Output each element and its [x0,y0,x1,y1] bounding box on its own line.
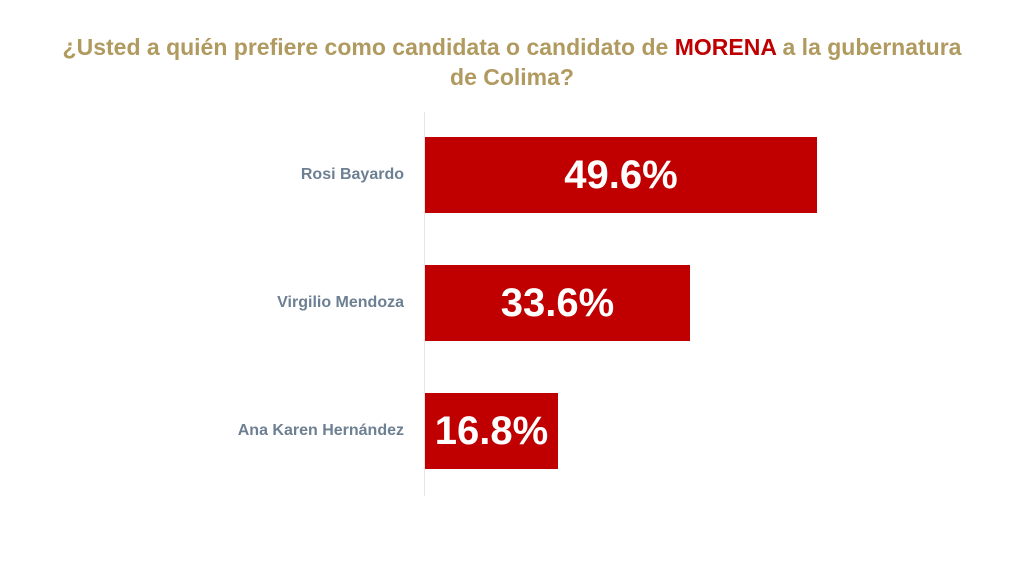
category-label: Virgilio Mendoza [277,294,404,311]
bar-value-label: 49.6% [564,152,678,197]
bar-value-label: 16.8% [434,408,549,453]
chart-title: ¿Usted a quién prefiere como candidata o… [62,32,962,92]
category-label: Rosi Bayardo [300,166,404,183]
bar: 16.8% [425,393,558,469]
title-suffix: a la gubernatura de Colima? [450,34,962,90]
bar-value-label: 33.6% [500,280,615,325]
title-highlight: MORENA [674,34,777,60]
title-prefix: ¿Usted a quién prefiere como candidata o… [62,34,675,60]
category-axis-line [424,112,425,496]
category-label: Ana Karen Hernández [237,422,404,439]
bar: 33.6% [425,265,690,341]
bar: 49.6% [425,137,817,213]
